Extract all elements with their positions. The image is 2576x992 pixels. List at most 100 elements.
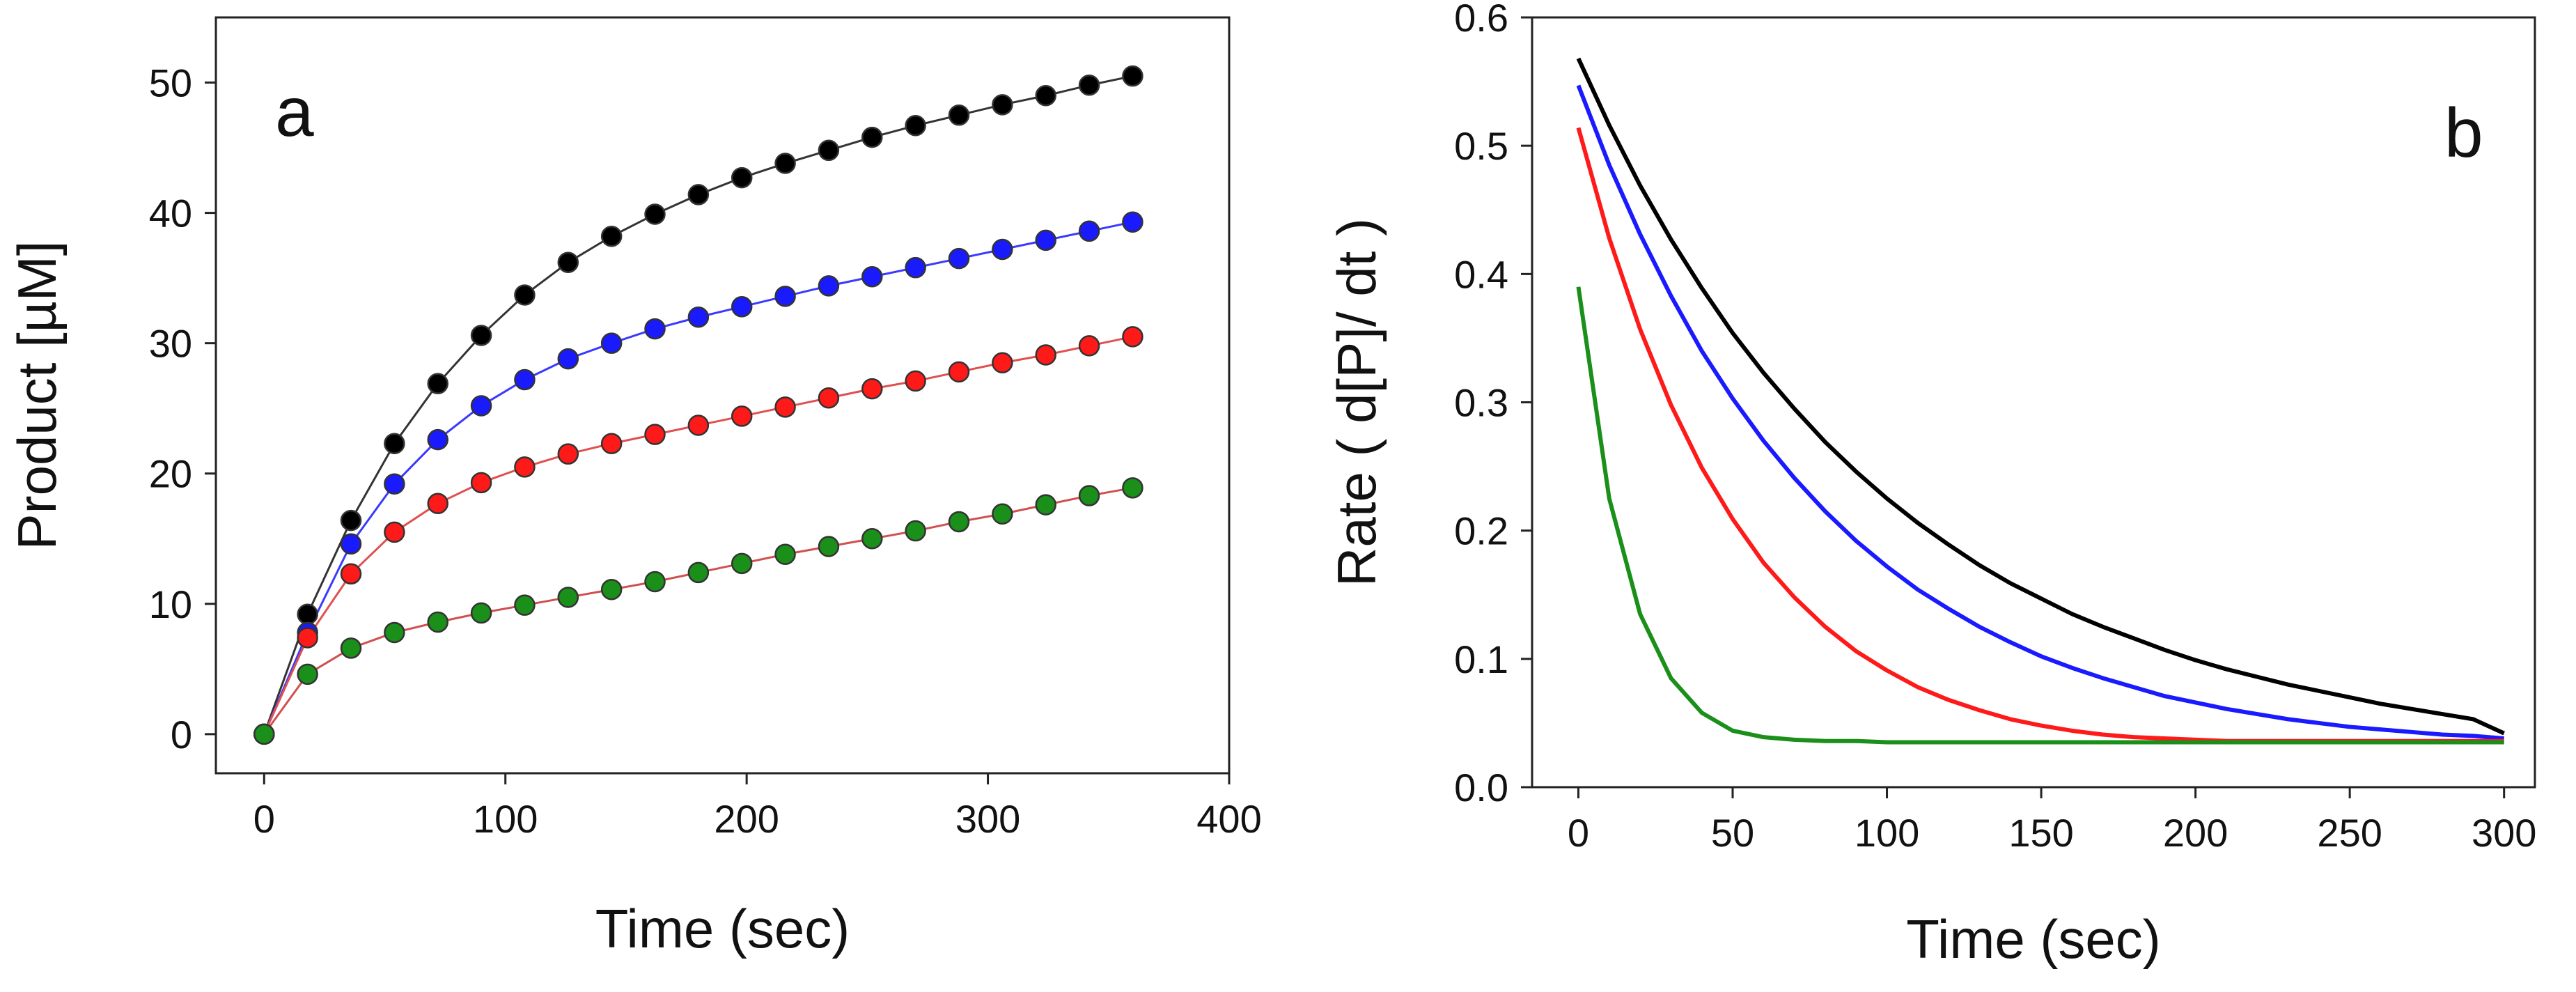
data-point-series-1 — [992, 238, 1013, 261]
data-point-series-1 — [600, 332, 623, 354]
data-point-series-3 — [1035, 494, 1056, 516]
data-point-series-1 — [731, 296, 753, 318]
y-tick-label: 50 — [149, 61, 192, 105]
data-point-series-0 — [948, 104, 970, 126]
x-tick-label: 0 — [253, 797, 275, 841]
data-point-series-0 — [992, 94, 1013, 116]
data-point-series-1 — [557, 348, 579, 370]
data-point-series-0 — [600, 226, 623, 247]
data-point-series-1 — [1122, 211, 1143, 233]
data-point-series-2 — [1122, 326, 1143, 348]
data-point-series-0 — [644, 203, 666, 225]
data-point-series-1 — [470, 395, 492, 417]
x-axis-label-a: Time (sec) — [595, 898, 850, 959]
x-tick-label: 150 — [2008, 811, 2073, 855]
data-point-series-2 — [384, 521, 405, 543]
axis-ticks-b: 0 50 100 150 200 250 300 0.0 0.1 0.2 0.3 0.4 0.5 0.6 — [1454, 0, 2536, 855]
data-point-series-1 — [687, 307, 710, 328]
chart-panel-b: 0 50 100 150 200 250 3000.00.10.20.30.40.50.6 … — [1326, 0, 2536, 970]
data-point-series-0 — [1035, 84, 1056, 107]
plot-frame-b — [1531, 16, 2536, 789]
data-point-series-3 — [905, 520, 926, 542]
data-point-series-1 — [427, 428, 448, 451]
data-point-series-2 — [340, 563, 362, 585]
data-point-series-0 — [340, 509, 362, 532]
y-tick-label: 0.3 — [1454, 381, 1508, 425]
data-point-series-0 — [514, 284, 536, 306]
data-point-series-1 — [514, 369, 536, 391]
data-point-series-2 — [644, 424, 666, 445]
data-point-series-2 — [470, 472, 492, 494]
x-tick-label: 100 — [1855, 811, 1919, 855]
data-point-series-1 — [861, 266, 883, 288]
data-point-series-2 — [297, 627, 318, 649]
data-point-series-3 — [514, 594, 536, 616]
series-line-1 — [1576, 84, 2504, 741]
x-tick-label: 300 — [955, 797, 1020, 841]
series-group-b — [1576, 57, 2505, 745]
data-point-series-2 — [427, 493, 448, 515]
y-tick-label: 20 — [149, 452, 192, 496]
data-point-series-2 — [905, 370, 926, 392]
x-tick-label: 400 — [1196, 797, 1261, 841]
data-point-series-3 — [774, 543, 796, 565]
y-tick-label: 0.5 — [1454, 124, 1508, 168]
series-group-a — [253, 65, 1143, 745]
panel-letter-a: a — [275, 73, 314, 151]
data-point-series-3 — [992, 503, 1013, 525]
data-point-series-0 — [818, 139, 840, 162]
data-point-series-2 — [687, 414, 710, 436]
data-point-series-2 — [1078, 335, 1100, 357]
data-point-series-3 — [557, 587, 579, 608]
axis-ticks-a: 0 100 200 300 400 0 10 20 30 40 50 — [149, 61, 1262, 841]
data-point-series-0 — [687, 184, 710, 206]
data-point-series-2 — [818, 387, 840, 409]
x-tick-label: 250 — [2317, 811, 2382, 855]
data-point-series-0 — [731, 166, 753, 189]
data-point-series-0 — [557, 251, 579, 273]
data-point-series-0 — [297, 603, 318, 626]
data-point-series-3 — [470, 602, 492, 624]
data-point-series-2 — [557, 443, 579, 465]
data-point-series-2 — [774, 396, 796, 418]
x-tick-label: 200 — [2163, 811, 2228, 855]
x-tick-label: 200 — [714, 797, 779, 841]
data-point-series-1 — [644, 318, 666, 340]
data-point-series-2 — [600, 433, 623, 454]
plot-frame-a — [214, 16, 1231, 775]
data-point-series-0 — [1122, 65, 1143, 87]
y-tick-label: 0.0 — [1454, 766, 1508, 809]
data-point-series-0 — [470, 325, 492, 346]
y-tick-label: 0.1 — [1454, 637, 1508, 681]
data-point-series-2 — [731, 405, 753, 427]
y-tick-label: 0.4 — [1454, 252, 1508, 296]
data-point-series-3 — [297, 663, 318, 685]
data-point-series-3 — [687, 561, 710, 584]
y-tick-label: 0.6 — [1454, 0, 1508, 40]
data-point-series-0 — [1078, 75, 1100, 96]
data-point-series-3 — [948, 511, 970, 533]
data-point-series-0 — [774, 153, 796, 174]
series-line-3 — [1576, 286, 2504, 745]
x-axis-label-b: Time (sec) — [1906, 908, 2160, 970]
y-tick-label: 0.2 — [1454, 509, 1508, 553]
data-point-series-0 — [905, 115, 926, 137]
data-point-series-3 — [384, 621, 405, 644]
data-point-series-1 — [905, 256, 926, 279]
data-point-series-2 — [992, 352, 1013, 373]
chart-panel-a: 0 100 200 300 400 0 10 20 30 40 50 a Time (sec) Pr… — [6, 16, 1262, 959]
data-point-series-3 — [1122, 477, 1143, 499]
y-tick-label: 30 — [149, 322, 192, 366]
x-tick-label: 50 — [1711, 811, 1754, 855]
data-point-series-3 — [427, 611, 448, 633]
data-point-series-0 — [427, 373, 448, 394]
data-point-series-2 — [1035, 344, 1056, 366]
data-point-series-3 — [818, 536, 840, 557]
y-tick-label: 10 — [149, 582, 192, 626]
y-axis-label-a: Product [µM] — [6, 241, 68, 550]
y-tick-label: 0 — [171, 713, 192, 757]
data-point-series-1 — [340, 533, 362, 555]
series-line-0 — [1576, 57, 2505, 736]
data-point-series-3 — [600, 578, 623, 600]
